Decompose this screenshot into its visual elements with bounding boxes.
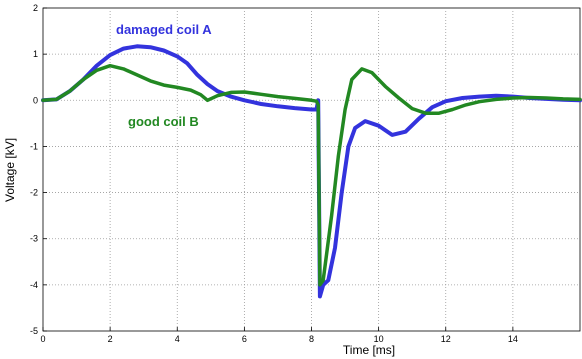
- x-axis-label: Time [ms]: [343, 343, 395, 357]
- damaged-coil-a-series-line: [41, 44, 582, 299]
- y-tick-label: -2: [30, 188, 38, 198]
- legend-label-damaged-coil-a: damaged coil A: [116, 22, 212, 37]
- legend-label-good-coil-b: good coil B: [128, 114, 199, 129]
- y-tick-label: -4: [30, 280, 38, 290]
- series-layer: [41, 44, 582, 299]
- x-tick-label: 6: [242, 334, 247, 344]
- x-tick-label: 8: [309, 334, 314, 344]
- y-tick-label: 2: [33, 3, 38, 13]
- plot-area-frame: [42, 7, 581, 332]
- x-tick-label: 10: [374, 334, 384, 344]
- x-tick-label: 0: [40, 334, 45, 344]
- good-coil-b-series-line: [41, 63, 582, 287]
- x-tick-label: 12: [441, 334, 451, 344]
- x-tick-label: 14: [508, 334, 518, 344]
- y-axis-label: Voltage [kV]: [3, 138, 17, 202]
- y-tick-label: -3: [30, 234, 38, 244]
- y-tick-label: -1: [30, 141, 38, 151]
- y-tick-label: 0: [33, 95, 38, 105]
- y-tick-label: -5: [30, 326, 38, 336]
- y-tick-label: 1: [33, 49, 38, 59]
- x-tick-label: 2: [108, 334, 113, 344]
- x-tick-label: 4: [175, 334, 180, 344]
